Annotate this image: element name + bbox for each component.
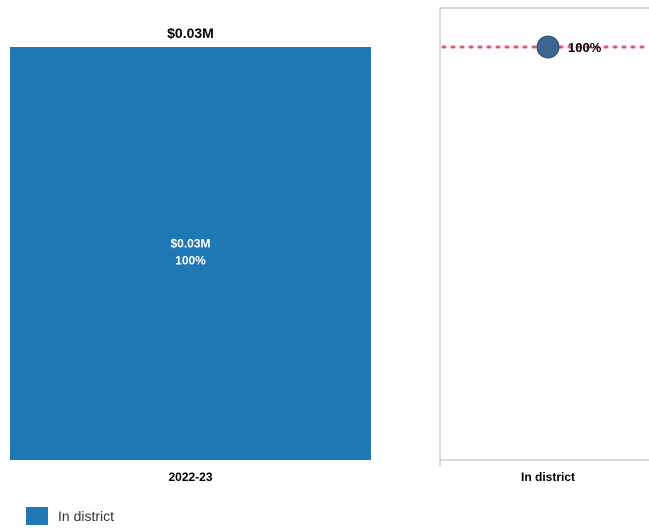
bar-inner-percent-label: 100% — [175, 254, 206, 268]
legend-label-in-district: In district — [58, 508, 115, 524]
legend-swatch-in-district — [26, 507, 48, 525]
x-tick-label-2022-23: 2022-23 — [168, 470, 212, 484]
legend: In district — [26, 507, 114, 525]
point-label-in-district: 100% — [568, 40, 602, 55]
bar-2022-23-in-district — [10, 47, 371, 460]
bar-total-label: $0.03M — [167, 25, 214, 41]
bar-inner-value-label: $0.03M — [170, 237, 210, 251]
x-tick-label-in-district: In district — [521, 470, 575, 484]
point-in-district — [536, 35, 560, 59]
